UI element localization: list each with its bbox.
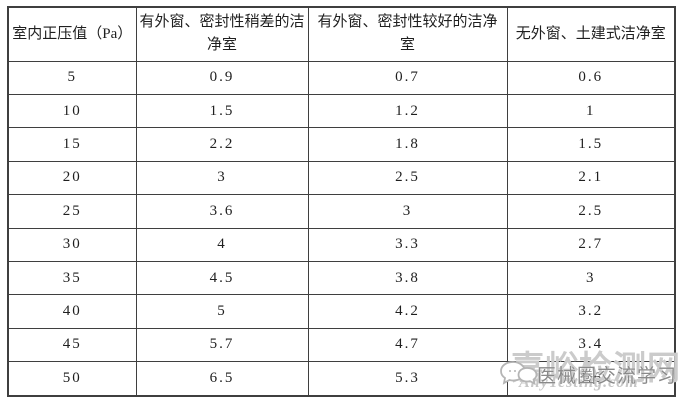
cell-value: 0.6 <box>506 60 676 95</box>
cell-value: 3 <box>307 194 508 229</box>
table-row: 50 6.5 5.3 3.6 <box>7 361 676 397</box>
table-body: 5 0.9 0.7 0.6 10 1.5 1.2 1 15 2.2 1.8 1.5 20 3 2.5 2.1 2… <box>7 60 676 397</box>
cell-pressure: 25 <box>7 194 137 229</box>
cell-value: 5.3 <box>307 361 508 397</box>
cell-pressure: 35 <box>7 260 137 296</box>
pressure-table: 室内正压值（Pa） 有外窗、密封性稍差的洁净室 有外窗、密封性较好的洁净室 无外… <box>7 6 676 397</box>
cell-value: 4 <box>135 227 309 262</box>
cell-pressure: 10 <box>7 93 137 129</box>
table-row: 25 3.6 3 2.5 <box>7 194 676 229</box>
cell-value: 2.5 <box>506 194 676 229</box>
cell-value: 1.5 <box>135 93 309 129</box>
table-row: 35 4.5 3.8 3 <box>7 260 676 296</box>
cell-pressure: 40 <box>7 294 137 329</box>
table-row: 10 1.5 1.2 1 <box>7 93 676 129</box>
cell-value: 2.7 <box>506 227 676 262</box>
cell-value: 0.7 <box>307 60 508 95</box>
cell-value: 5.7 <box>135 327 309 363</box>
cell-value: 5 <box>135 294 309 329</box>
cell-pressure: 30 <box>7 227 137 262</box>
table-row: 45 5.7 4.7 3.4 <box>7 327 676 363</box>
cell-value: 4.2 <box>307 294 508 329</box>
cell-value: 3.8 <box>307 260 508 296</box>
cell-value: 6.5 <box>135 361 309 397</box>
cell-value: 2.5 <box>307 160 508 196</box>
cell-pressure: 15 <box>7 127 137 162</box>
cell-value: 3.2 <box>506 294 676 329</box>
cell-value: 2.2 <box>135 127 309 162</box>
cell-value: 0.9 <box>135 60 309 95</box>
table-row: 20 3 2.5 2.1 <box>7 160 676 196</box>
header-row: 室内正压值（Pa） 有外窗、密封性稍差的洁净室 有外窗、密封性较好的洁净室 无外… <box>7 6 676 62</box>
cell-value: 3 <box>506 260 676 296</box>
cell-value: 3.3 <box>307 227 508 262</box>
table-header: 室内正压值（Pa） 有外窗、密封性稍差的洁净室 有外窗、密封性较好的洁净室 无外… <box>7 6 676 62</box>
table-row: 30 4 3.3 2.7 <box>7 227 676 262</box>
cell-pressure: 50 <box>7 361 137 397</box>
table-row: 40 5 4.2 3.2 <box>7 294 676 329</box>
cell-value: 3.6 <box>135 194 309 229</box>
cell-pressure: 45 <box>7 327 137 363</box>
cell-value: 1 <box>506 93 676 129</box>
cell-value: 2.1 <box>506 160 676 196</box>
cell-value: 3.6 <box>506 361 676 397</box>
table-row: 5 0.9 0.7 0.6 <box>7 60 676 95</box>
header-no-window-room: 无外窗、土建式洁净室 <box>506 6 676 62</box>
cell-value: 4.7 <box>307 327 508 363</box>
cell-value: 1.8 <box>307 127 508 162</box>
header-good-seal-room: 有外窗、密封性较好的洁净室 <box>307 6 508 62</box>
header-pressure: 室内正压值（Pa） <box>7 6 137 62</box>
cell-value: 4.5 <box>135 260 309 296</box>
cell-pressure: 20 <box>7 160 137 196</box>
cell-value: 1.2 <box>307 93 508 129</box>
cell-pressure: 5 <box>7 60 137 95</box>
header-poor-seal-room: 有外窗、密封性稍差的洁净室 <box>135 6 309 62</box>
table-row: 15 2.2 1.8 1.5 <box>7 127 676 162</box>
cell-value: 1.5 <box>506 127 676 162</box>
cell-value: 3.4 <box>506 327 676 363</box>
cell-value: 3 <box>135 160 309 196</box>
